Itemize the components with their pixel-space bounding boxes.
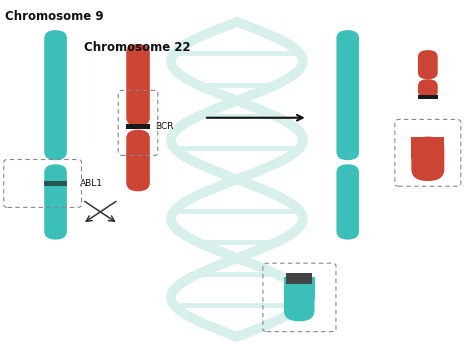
Bar xyxy=(418,95,438,99)
Bar xyxy=(411,137,444,159)
Text: Chromosome 9: Chromosome 9 xyxy=(5,10,104,23)
FancyBboxPatch shape xyxy=(126,130,150,191)
FancyBboxPatch shape xyxy=(44,164,67,239)
Text: Chromosome 22: Chromosome 22 xyxy=(84,41,191,54)
Bar xyxy=(126,124,150,129)
FancyBboxPatch shape xyxy=(126,44,150,126)
Text: BCR: BCR xyxy=(155,122,174,131)
FancyBboxPatch shape xyxy=(418,50,438,79)
FancyBboxPatch shape xyxy=(411,137,444,181)
FancyBboxPatch shape xyxy=(337,30,359,160)
FancyBboxPatch shape xyxy=(44,30,67,160)
FancyBboxPatch shape xyxy=(337,164,359,239)
FancyBboxPatch shape xyxy=(284,277,315,321)
FancyBboxPatch shape xyxy=(418,79,438,98)
Bar xyxy=(286,276,312,284)
Bar xyxy=(286,274,312,281)
Bar xyxy=(44,181,67,186)
Text: ABL1: ABL1 xyxy=(80,179,103,188)
Bar xyxy=(284,277,315,299)
